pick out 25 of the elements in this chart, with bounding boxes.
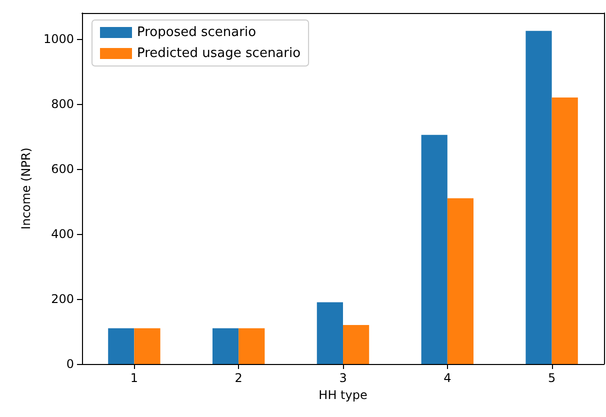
bar [552, 98, 578, 364]
y-axis-title: Income (NPR) [19, 148, 33, 230]
bar [212, 328, 239, 364]
x-tick-label: 4 [444, 371, 452, 385]
bar [447, 198, 474, 364]
x-tick-label: 3 [339, 371, 347, 385]
y-tick-label: 400 [51, 227, 74, 241]
y-tick-label: 1000 [43, 32, 74, 46]
y-tick-label: 600 [51, 162, 74, 176]
x-tick-label: 5 [548, 371, 556, 385]
bar [526, 30, 552, 364]
y-tick-label: 800 [51, 97, 74, 111]
bar [134, 328, 160, 364]
x-axis-title: HH type [318, 388, 368, 402]
legend-label: Proposed scenario [137, 25, 256, 40]
bar [238, 328, 265, 364]
bar [343, 325, 370, 364]
y-tick-label: 200 [51, 292, 74, 306]
legend-label: Predicted usage scenario [137, 46, 301, 61]
x-tick-label: 1 [130, 371, 138, 385]
bar [421, 134, 448, 364]
y-tick-label: 0 [66, 357, 74, 371]
x-tick-label: 2 [234, 371, 242, 385]
bar [316, 302, 343, 364]
bar [108, 328, 134, 364]
